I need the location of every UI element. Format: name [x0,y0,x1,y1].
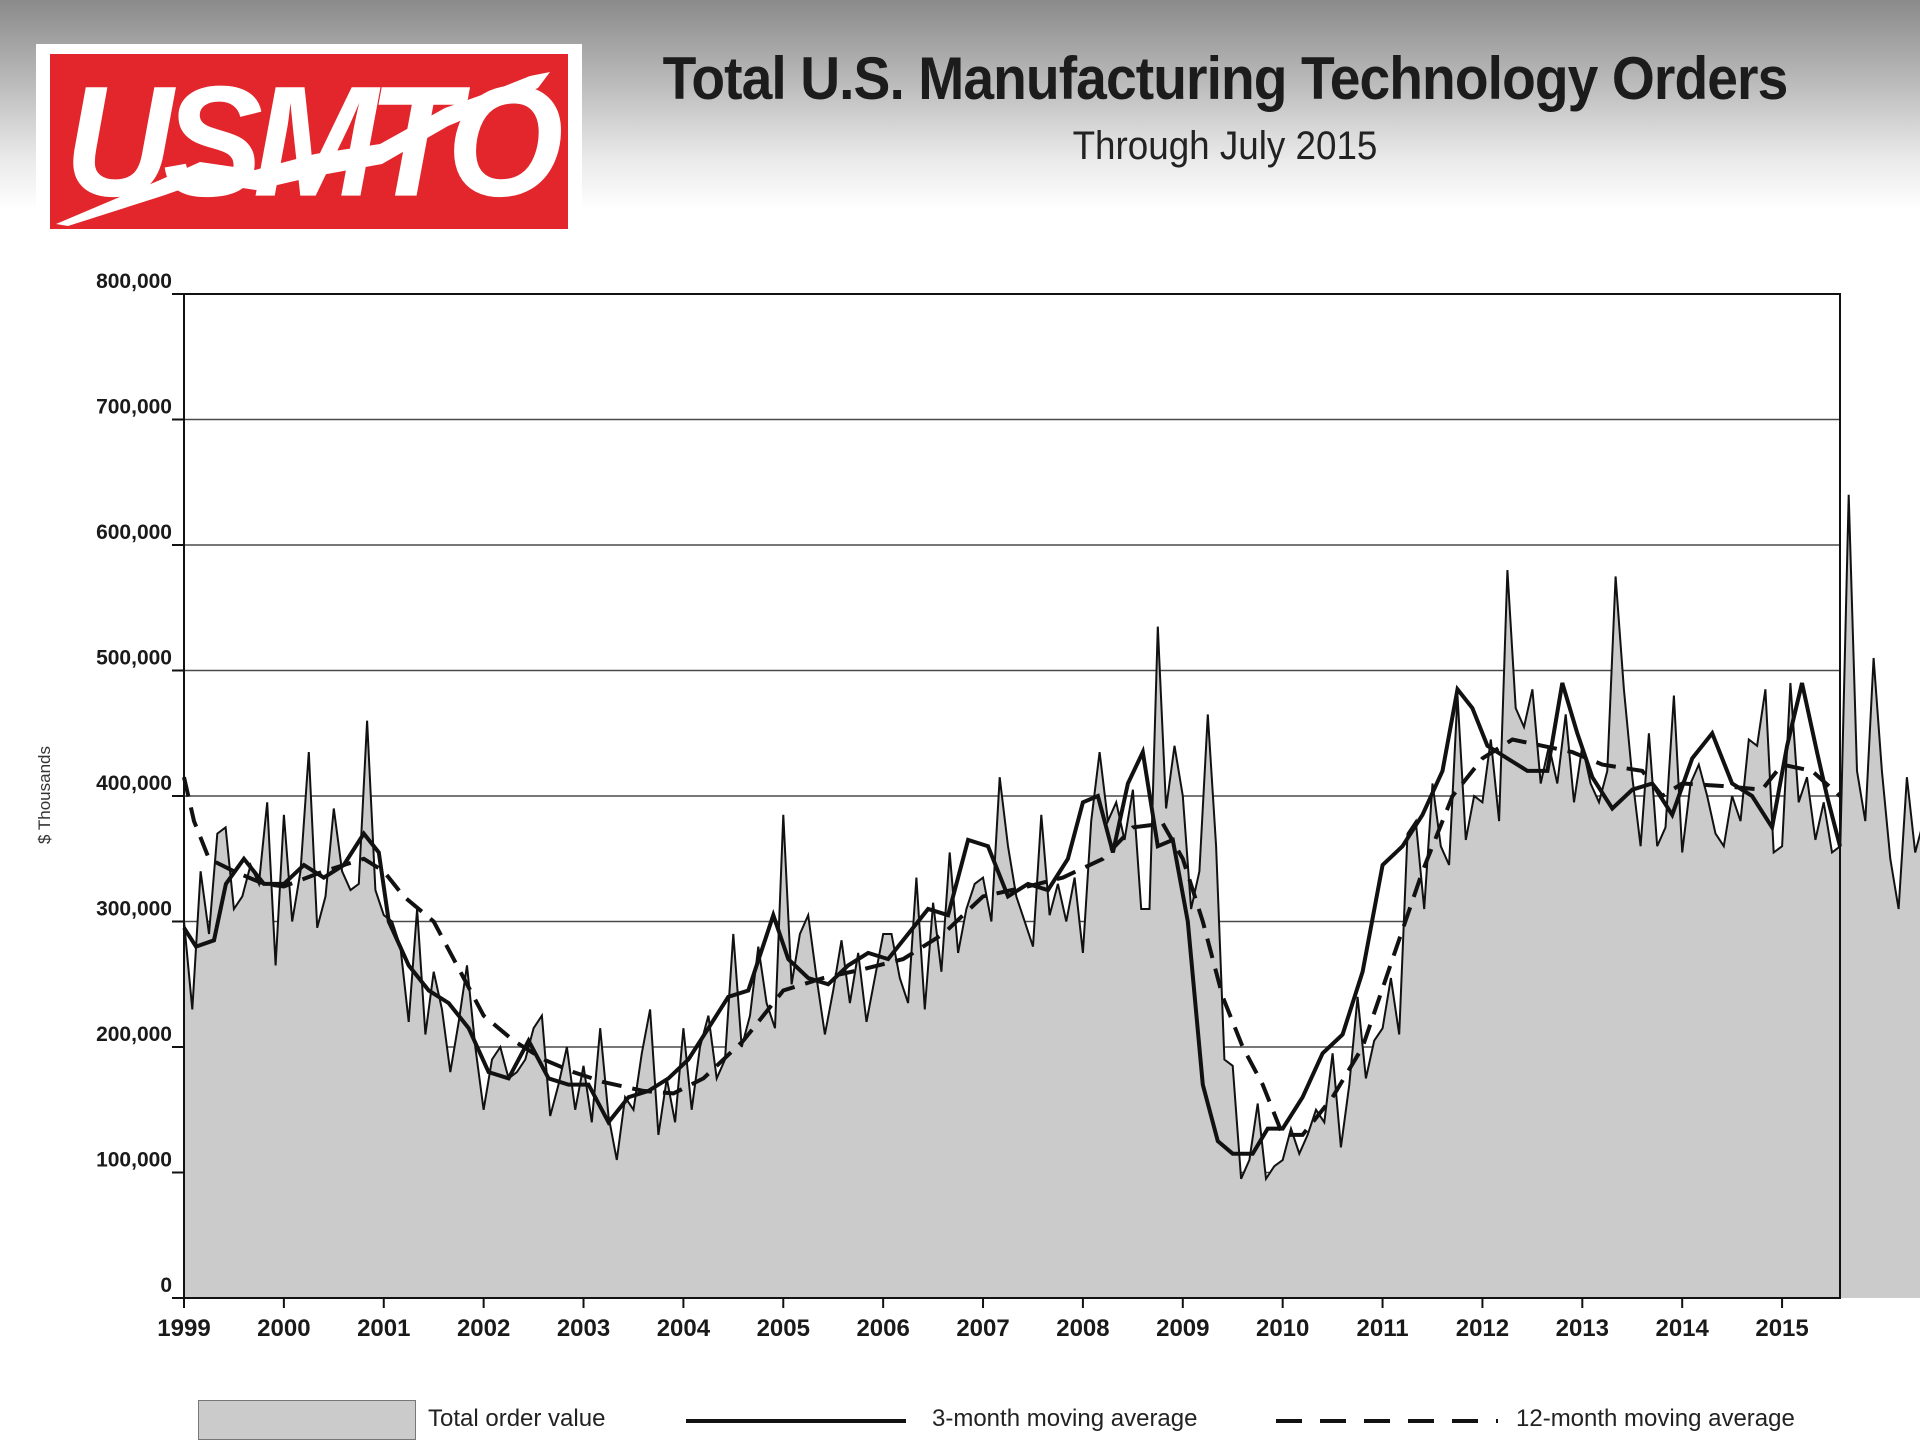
x-tick-label: 2002 [457,1315,510,1340]
legend-ma12-swatch [1276,1419,1498,1423]
x-tick-label: 2000 [257,1315,310,1340]
x-tick-label: 2006 [856,1315,909,1340]
x-tick-label: 2015 [1755,1315,1808,1340]
y-tick-label: 0 [160,1274,172,1297]
x-axis: 1999 2000 2001 2002 2003 2004 2005 2006 2007 2008… [157,1298,1809,1340]
legend: Total order value 3-month moving average… [0,1395,1920,1445]
total-order-line [183,494,1920,1182]
y-tick-label: 400,000 [96,772,172,795]
y-tick-label: 300,000 [96,898,172,921]
y-tick-label: 700,000 [96,396,172,419]
x-tick-label: 2011 [1357,1315,1409,1340]
legend-ma3-label: 3-month moving average [932,1405,1198,1432]
y-tick-label: 100,000 [96,1149,172,1172]
x-tick-label: 2009 [1156,1315,1209,1340]
y-axis-label: $ Thousands [35,746,54,844]
legend-ma12-label: 12-month moving average [1516,1405,1795,1432]
y-tick-label: 800,000 [96,270,172,293]
x-tick-label: 2001 [357,1315,410,1340]
total-order-area [184,494,1920,1298]
x-tick-label: 1999 [157,1315,210,1340]
legend-area-swatch [198,1400,416,1440]
chart-title: Total U.S. Manufacturing Technology Orde… [662,45,1789,112]
x-tick-label: 2003 [557,1315,610,1340]
y-tick-label: 600,000 [96,521,172,544]
x-tick-label: 2010 [1256,1315,1309,1340]
logo-swoosh-icon [56,72,550,226]
y-tick-label: 500,000 [96,647,172,670]
legend-total-label: Total order value [428,1405,606,1432]
x-tick-label: 2014 [1655,1315,1709,1340]
x-tick-label: 2012 [1456,1315,1509,1340]
legend-ma3-swatch [686,1419,906,1423]
ma12-line [182,737,1842,1137]
x-tick-label: 2008 [1056,1315,1109,1340]
logo-red-panel: USMTO [50,54,568,229]
chart-subtitle: Through July 2015 [1072,124,1378,168]
x-tick-label: 2013 [1556,1315,1609,1340]
ma3-line [182,682,1842,1156]
logo: USMTO [36,44,582,238]
y-tick-label: 200,000 [96,1023,172,1046]
x-tick-label: 2005 [757,1315,810,1340]
x-tick-label: 2004 [657,1315,711,1340]
x-tick-label: 2007 [956,1315,1009,1340]
y-axis: 0 100,000 200,000 300,000 400,000 500,000 600,… [96,270,184,1299]
header-band: USMTO Total U.S. Manufacturing Technolog… [0,0,1920,238]
chart-plot: 0 100,000 200,000 300,000 400,000 500,000 600,… [35,270,1920,1340]
